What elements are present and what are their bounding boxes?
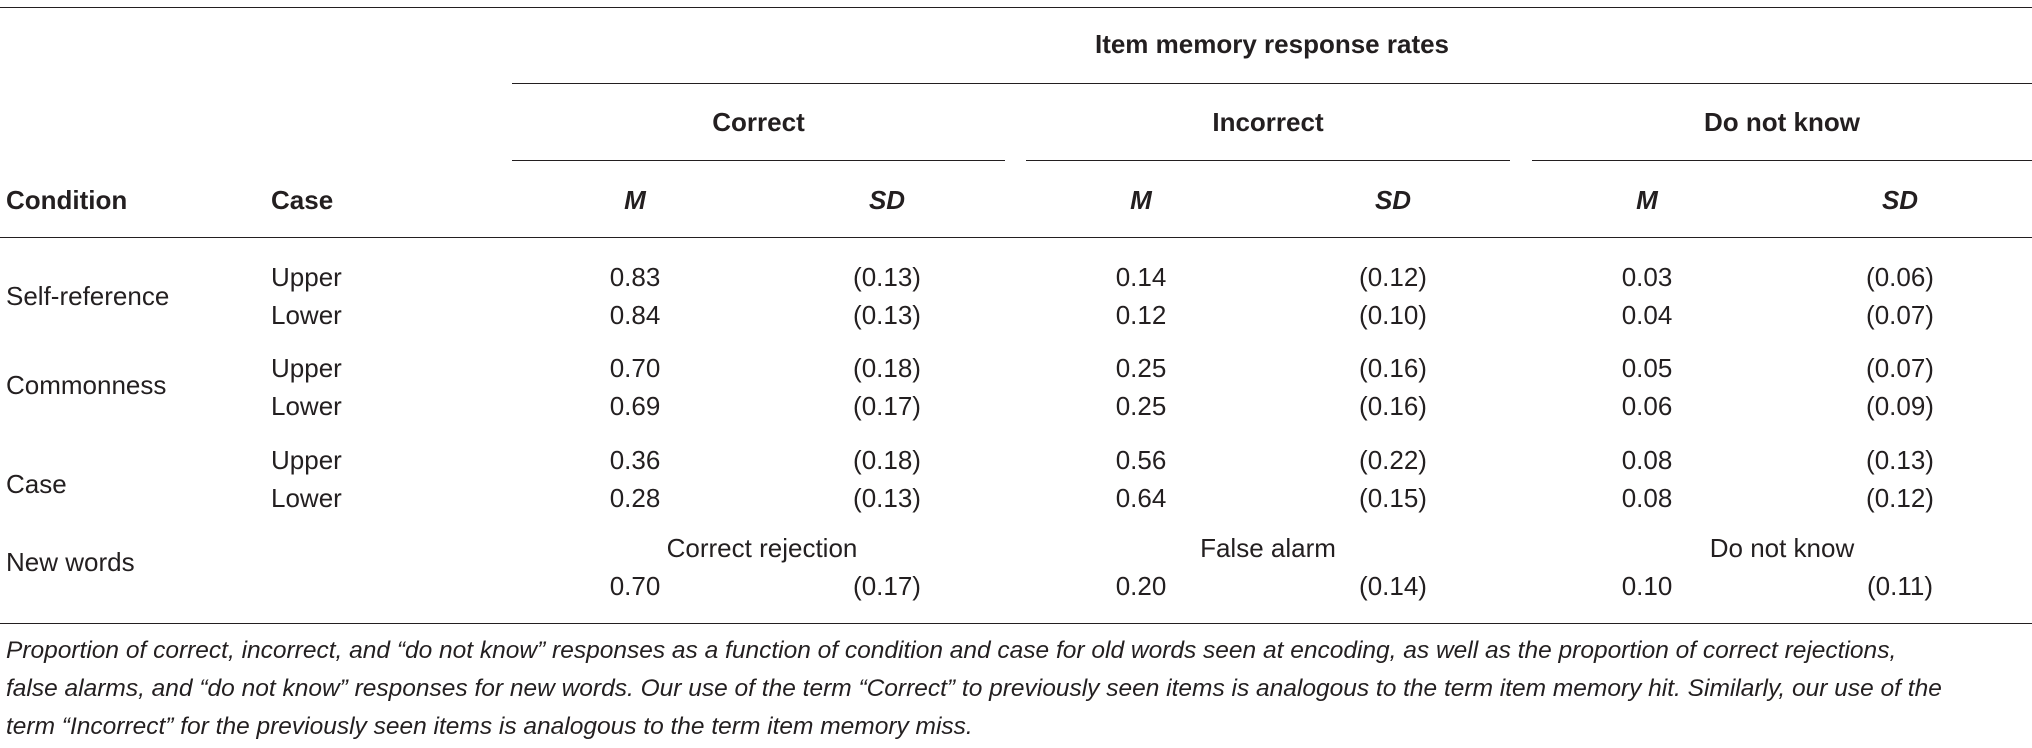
table-cell: 0.08 [1621, 445, 1673, 475]
table-cell: (0.14) [1359, 571, 1427, 601]
table-cell: 0.36 [609, 445, 661, 475]
donotknow-m-header: M [1636, 185, 1658, 215]
table-cell: (0.13) [853, 483, 921, 513]
footnote-line: term “Incorrect” for the previously seen… [6, 713, 973, 740]
incorrect-rule [1026, 160, 1510, 161]
table-cell: (0.17) [853, 571, 921, 601]
incorrect-m-header: M [1130, 185, 1152, 215]
group-donotknow: Do not know [1704, 107, 1860, 137]
case-label: Upper [271, 353, 342, 383]
table-cell: (0.18) [853, 445, 921, 475]
group-incorrect: Incorrect [1212, 107, 1324, 137]
table-footnote: Proportion of correct, incorrect, and “d… [6, 632, 2021, 746]
table-cell: 0.03 [1621, 262, 1673, 292]
table-cell: 0.20 [1115, 571, 1167, 601]
header-rule [0, 237, 2032, 238]
table-cell: 0.14 [1115, 262, 1167, 292]
condition-label: Case [6, 469, 67, 499]
table-cell: 0.83 [609, 262, 661, 292]
table-cell: (0.12) [1359, 262, 1427, 292]
case-label: Upper [271, 445, 342, 475]
table-cell: 0.56 [1115, 445, 1167, 475]
case-label: Lower [271, 391, 342, 421]
table-cell: 0.70 [609, 571, 661, 601]
new-words-label-false-alarm: False alarm [1200, 533, 1336, 563]
condition-header: Condition [6, 185, 128, 215]
table-cell: 0.04 [1621, 300, 1673, 330]
table-cell: 0.70 [609, 353, 661, 383]
table-cell: (0.06) [1866, 262, 1934, 292]
table-cell: 0.25 [1115, 391, 1167, 421]
table-cell: (0.09) [1866, 391, 1934, 421]
table-cell: 0.84 [609, 300, 661, 330]
table-cell: (0.16) [1359, 353, 1427, 383]
table-cell: (0.10) [1359, 300, 1427, 330]
table-cell: (0.12) [1866, 483, 1934, 513]
table-cell: 0.12 [1115, 300, 1167, 330]
incorrect-sd-header: SD [1374, 185, 1412, 215]
condition-label: Commonness [6, 370, 167, 400]
table-cell: (0.13) [853, 262, 921, 292]
table-cell: (0.16) [1359, 391, 1427, 421]
table-cell: 0.10 [1621, 571, 1673, 601]
case-label: Lower [271, 483, 342, 513]
condition-label: New words [6, 547, 135, 577]
group-rule [512, 83, 2032, 84]
table-cell: (0.22) [1359, 445, 1427, 475]
top-rule [0, 7, 2032, 8]
table-cell: (0.15) [1359, 483, 1427, 513]
case-header: Case [271, 185, 334, 215]
donotknow-rule [1532, 160, 2032, 161]
correct-sd-header: SD [868, 185, 906, 215]
table-cell: 0.06 [1621, 391, 1673, 421]
table-cell: (0.07) [1866, 300, 1934, 330]
footnote-line: false alarms, and “do not know” response… [6, 675, 1942, 702]
new-words-label-correct-rejection: Correct rejection [666, 533, 858, 563]
table-cell: 0.28 [609, 483, 661, 513]
bottom-rule [0, 623, 2032, 624]
table-cell: (0.13) [853, 300, 921, 330]
case-label: Lower [271, 300, 342, 330]
case-label: Upper [271, 262, 342, 292]
group-title: Item memory response rates [1094, 29, 1450, 59]
table-cell: (0.11) [1867, 571, 1933, 601]
correct-m-header: M [624, 185, 646, 215]
table-cell: 0.05 [1621, 353, 1673, 383]
group-correct: Correct [712, 107, 805, 137]
donotknow-sd-header: SD [1881, 185, 1919, 215]
table-cell: (0.13) [1866, 445, 1934, 475]
table-cell: (0.07) [1866, 353, 1934, 383]
table-cell: 0.25 [1115, 353, 1167, 383]
table-cell: (0.18) [853, 353, 921, 383]
correct-rule [512, 160, 1005, 161]
condition-label: Self-reference [6, 281, 170, 311]
table-cell: 0.69 [609, 391, 661, 421]
table-cell: (0.17) [853, 391, 921, 421]
footnote-line: Proportion of correct, incorrect, and “d… [6, 637, 1897, 664]
table-cell: 0.64 [1115, 483, 1167, 513]
table-cell: 0.08 [1621, 483, 1673, 513]
new-words-label-do-not-know: Do not know [1709, 533, 1855, 563]
